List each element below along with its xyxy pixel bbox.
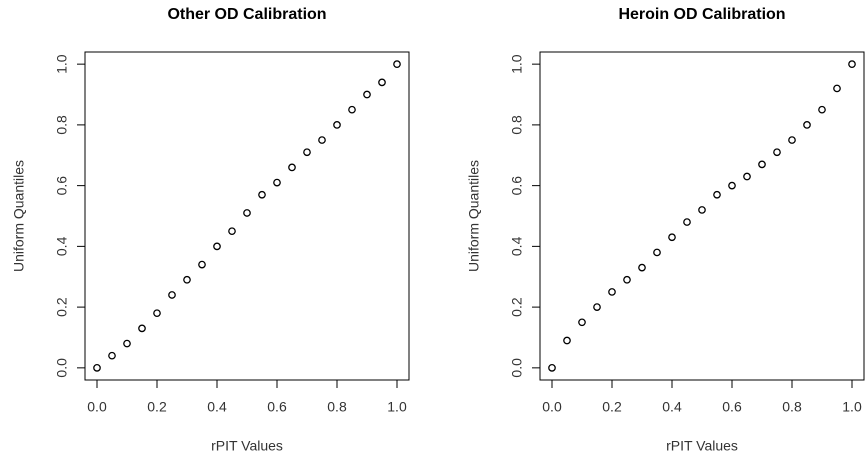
- chart-title: Heroin OD Calibration: [618, 6, 785, 23]
- data-point: [183, 275, 191, 284]
- data-point: [623, 275, 631, 284]
- y-tick-label: 0.8: [509, 115, 525, 135]
- x-tick-label: 0.2: [147, 399, 167, 415]
- x-tick-label: 0.2: [602, 399, 622, 415]
- data-point: [578, 318, 586, 327]
- chart-title: Other OD Calibration: [167, 6, 326, 23]
- x-tick-label: 0.6: [722, 399, 742, 415]
- x-tick-label: 0.4: [662, 399, 682, 415]
- data-point: [318, 136, 326, 144]
- y-tick-label: 0.4: [54, 236, 70, 256]
- data-point: [93, 364, 101, 372]
- data-point: [348, 105, 356, 114]
- y-tick-label: 1.0: [54, 54, 70, 74]
- data-point: [258, 190, 266, 199]
- y-tick-label: 0.6: [54, 176, 70, 196]
- data-point: [273, 178, 281, 187]
- data-point: [818, 105, 826, 114]
- data-point: [168, 291, 176, 299]
- data-point: [138, 324, 146, 333]
- y-tick-label: 0.4: [509, 236, 525, 256]
- y-tick-label: 0.0: [54, 358, 70, 378]
- data-point: [363, 90, 371, 99]
- data-point: [108, 351, 116, 360]
- data-point: [243, 209, 251, 217]
- x-axis-label: rPIT Values: [666, 438, 738, 454]
- data-point: [758, 160, 766, 169]
- data-point: [698, 206, 706, 214]
- y-tick-label: 0.6: [509, 176, 525, 196]
- data-point: [848, 60, 856, 68]
- x-tick-label: 0.4: [207, 399, 227, 415]
- data-point: [653, 248, 661, 257]
- data-point: [198, 260, 206, 269]
- y-axis-label: Uniform Quantiles: [11, 160, 27, 272]
- data-point: [213, 242, 221, 251]
- data-point: [683, 218, 691, 226]
- plot-frame: [84, 51, 410, 381]
- x-axis-label: rPIT Values: [211, 438, 283, 454]
- data-point: [123, 339, 131, 348]
- y-tick-label: 0.8: [54, 115, 70, 135]
- x-tick-label: 0.8: [782, 399, 802, 415]
- data-point: [773, 148, 781, 157]
- y-tick-label: 0.0: [509, 358, 525, 378]
- x-tick-label: 0.0: [87, 399, 107, 415]
- data-point: [153, 309, 161, 318]
- y-tick-label: 0.2: [509, 297, 525, 317]
- data-point: [743, 172, 751, 181]
- data-point: [638, 263, 646, 272]
- x-tick-label: 1.0: [842, 399, 862, 415]
- x-tick-label: 0.6: [267, 399, 287, 415]
- data-point: [728, 181, 736, 190]
- data-point: [563, 336, 571, 345]
- data-point: [548, 364, 556, 372]
- data-point: [593, 303, 601, 311]
- x-tick-label: 0.0: [542, 399, 562, 415]
- data-point: [303, 148, 311, 157]
- data-point: [393, 60, 401, 68]
- y-tick-label: 0.2: [54, 297, 70, 317]
- data-point: [788, 136, 796, 144]
- data-point: [228, 227, 236, 236]
- x-tick-label: 1.0: [387, 399, 407, 415]
- data-point: [378, 78, 386, 87]
- data-point: [608, 288, 616, 296]
- y-tick-label: 1.0: [509, 54, 525, 74]
- data-point: [333, 121, 341, 129]
- data-point: [713, 190, 721, 199]
- x-tick-label: 0.8: [327, 399, 347, 415]
- plot-frame: [539, 51, 865, 381]
- data-point: [833, 84, 841, 93]
- data-point: [668, 233, 676, 242]
- data-point: [288, 163, 296, 172]
- data-point: [803, 121, 811, 129]
- y-axis-label: Uniform Quantiles: [466, 160, 482, 272]
